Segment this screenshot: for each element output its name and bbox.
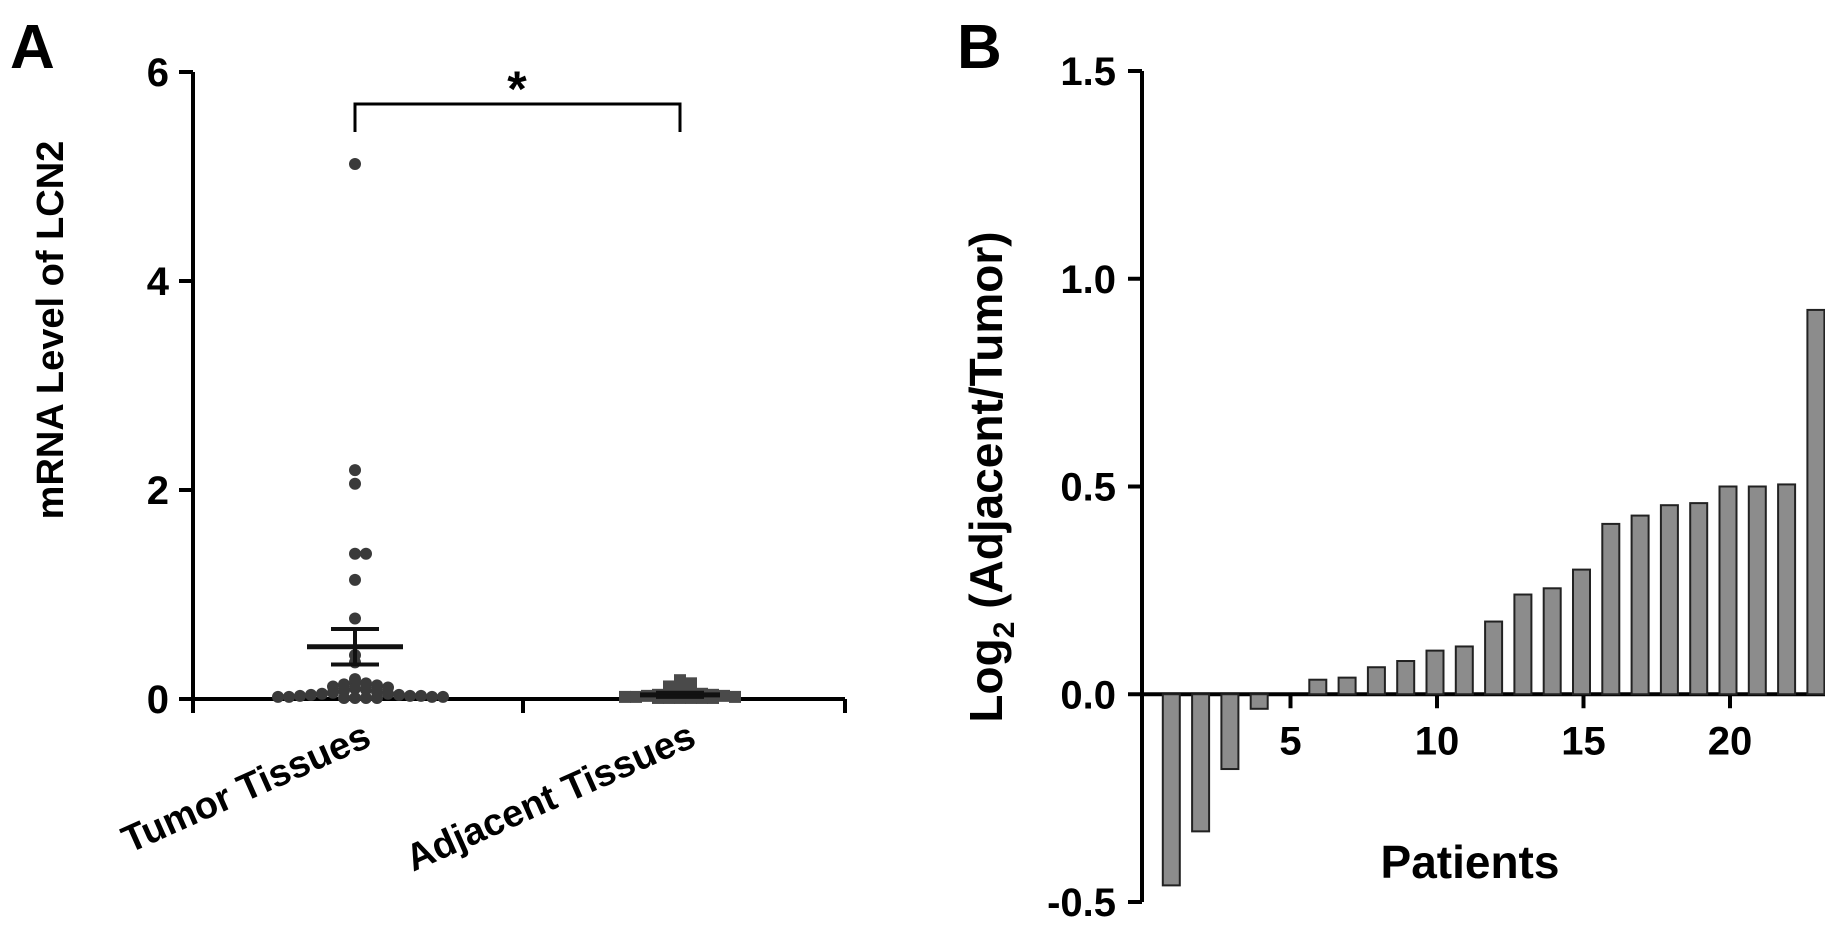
bar-patient-19 [1689, 502, 1709, 696]
bar-patient-10 [1425, 649, 1445, 696]
panel-b-x-axis-title: Patients [1381, 836, 1560, 888]
bar-patient-14 [1542, 587, 1562, 696]
data-point-square [729, 690, 741, 703]
data-point-circle [437, 690, 449, 703]
bar-patient-4 [1249, 693, 1269, 710]
data-point-circle [327, 686, 339, 699]
y-axis-title-log: Log [960, 638, 1012, 722]
panel-b-y-tick-label: 0.0 [1060, 673, 1116, 717]
data-point-circle [349, 464, 361, 477]
data-point-square [619, 690, 631, 703]
data-point-circle [305, 688, 317, 701]
panel-a-y-tick-label: 0 [147, 678, 169, 722]
bar-patient-16 [1601, 522, 1621, 696]
panel-a-points [272, 157, 741, 704]
bar-patient-2 [1191, 693, 1211, 833]
data-point-circle [404, 689, 416, 702]
data-point-circle [349, 157, 361, 170]
data-point-circle [316, 687, 328, 700]
data-point-circle [349, 691, 361, 704]
panel-b-x-tick-label: 20 [1708, 719, 1753, 763]
panel-a-y-tick-label: 4 [147, 260, 170, 304]
bar-patient-9 [1396, 660, 1416, 696]
bar-patient-8 [1366, 666, 1386, 696]
bar-patient-22 [1777, 483, 1797, 696]
bar-patient-3 [1220, 693, 1240, 771]
panel-b-y-axis-title: Log2 (Adjacent/Tumor) [960, 231, 1021, 722]
panel-a-significance-bracket: * [353, 61, 682, 132]
data-point-circle [338, 691, 350, 704]
data-point-circle [294, 689, 306, 702]
data-point-square [630, 690, 642, 703]
data-point-circle [349, 573, 361, 586]
data-point-circle [415, 689, 427, 702]
bar-patient-11 [1454, 645, 1474, 696]
y-axis-title-ratio: (Adjacent/Tumor) [960, 231, 1012, 621]
bar-patient-13 [1513, 593, 1533, 696]
data-point-circle [349, 612, 361, 625]
bar-patient-23 [1806, 308, 1825, 696]
panel-b-x-tick-label: 5 [1279, 719, 1301, 763]
panel-b: B Log2 (Adjacent/Tumor) Patients -0.5 0.0… [957, 13, 1825, 925]
data-point-circle [426, 690, 438, 703]
panel-a-y-tick-label: 6 [147, 51, 169, 95]
data-point-circle [382, 687, 394, 700]
panel-a-y-tick-label: 2 [147, 469, 169, 513]
panel-b-bars [1161, 308, 1825, 887]
bar-patient-6 [1308, 678, 1328, 696]
panel-b-axes: -0.50.00.51.01.5510152025 [1047, 50, 1825, 925]
panel-b-y-tick-label: 0.5 [1060, 466, 1116, 510]
data-point-circle [360, 691, 372, 704]
panel-b-y-tick-label: -0.5 [1047, 881, 1116, 925]
bar-patient-1 [1161, 693, 1181, 887]
data-point-square [718, 689, 730, 702]
data-point-circle [371, 691, 383, 704]
data-point-circle [283, 690, 295, 703]
data-point-circle [349, 477, 361, 490]
bar-patient-15 [1572, 568, 1591, 696]
panel-b-y-tick-label: 1.0 [1060, 258, 1116, 302]
bar-patient-17 [1630, 514, 1650, 696]
data-point-circle [360, 683, 372, 696]
panel-a-category-label: Tumor Tissues [116, 715, 377, 862]
panel-a-axes: 0 2 4 6 Tumor Tissues Adjacent Tissues [116, 51, 847, 880]
panel-b-y-tick-label: 1.5 [1060, 50, 1116, 94]
y-axis-title-subscript: 2 [988, 622, 1021, 639]
data-point-circle [349, 547, 361, 560]
data-point-circle [393, 688, 405, 701]
panel-b-x-tick-label: 15 [1561, 719, 1606, 763]
data-point-circle [272, 690, 284, 703]
data-point-circle [349, 682, 361, 695]
panel-b-x-tick-label: 10 [1415, 719, 1460, 763]
panel-a-category-label: Adjacent Tissues [400, 715, 702, 880]
bar-patient-7 [1337, 676, 1357, 696]
panel-a-y-axis-title: mRNA Level of LCN2 [30, 141, 72, 520]
significance-marker: * [507, 61, 527, 117]
panel-b-letter: B [957, 13, 1002, 82]
panel-a-letter: A [10, 13, 55, 82]
bar-patient-21 [1747, 485, 1767, 696]
data-point-circle [360, 547, 372, 560]
panel-a: A mRNA Level of LCN2 0 2 4 6 Tumor Tissues Ad… [10, 13, 847, 880]
bar-patient-18 [1659, 504, 1679, 696]
bar-patient-12 [1484, 620, 1504, 696]
bar-patient-20 [1718, 485, 1738, 696]
